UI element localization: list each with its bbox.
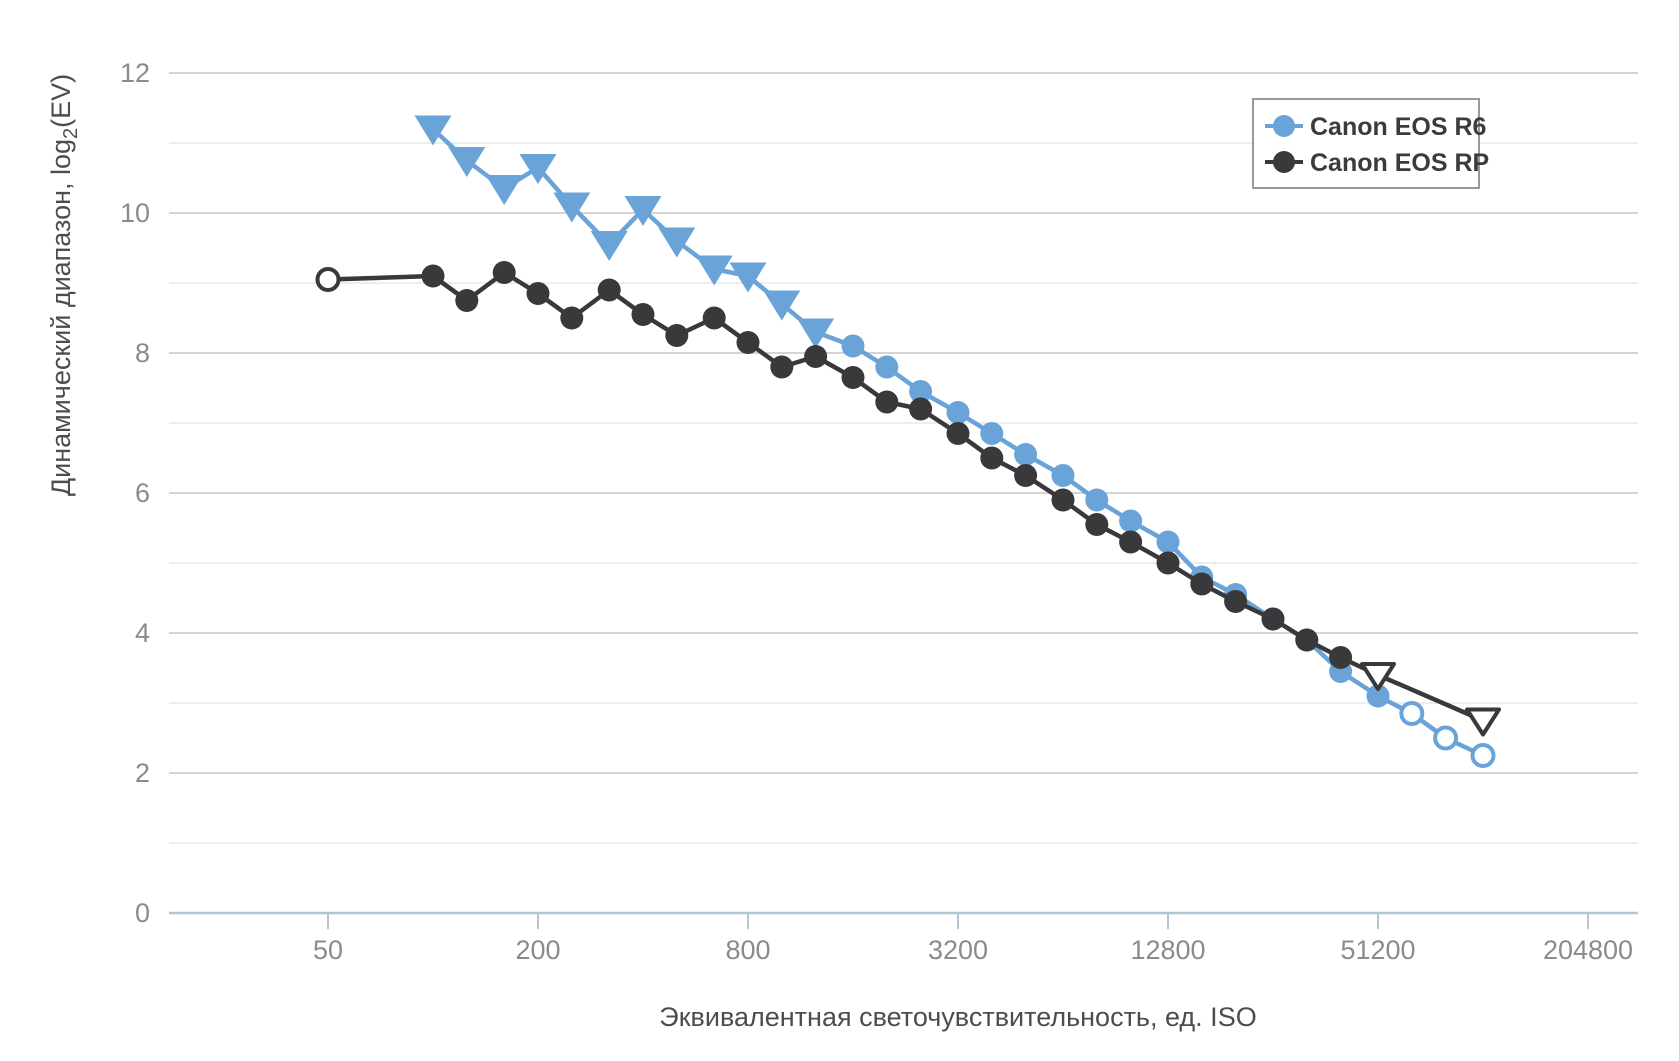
legend-marker-rp-icon	[1273, 151, 1295, 173]
data-point-marker	[1295, 628, 1319, 652]
data-point-marker	[980, 422, 1004, 445]
x-axis-ticks: 50 200 800 3200 12800 51200 204800	[313, 913, 1633, 965]
legend-item-canon-eos-rp[interactable]: Canon EOS RP	[1265, 149, 1489, 177]
series-rp	[315, 261, 1501, 737]
data-point-marker	[875, 390, 899, 414]
legend-label-r6: Canon EOS R6	[1310, 113, 1486, 141]
data-point-marker	[665, 324, 689, 347]
data-point-marker	[841, 334, 865, 358]
y-axis-tick-labels: 0 2 4 6 8 10 12	[120, 58, 150, 928]
data-point-marker	[804, 345, 828, 368]
data-point-marker	[763, 290, 801, 321]
x-tick-label: 800	[725, 935, 770, 965]
data-point-marker	[492, 261, 516, 284]
series-r6	[414, 115, 1496, 768]
data-point-marker	[315, 267, 341, 292]
y-axis-title-tail: (EV)	[46, 74, 76, 128]
y-tick-label: 10	[120, 198, 150, 228]
y-tick-label: 12	[120, 58, 150, 88]
data-point-marker	[736, 331, 760, 354]
data-point-marker	[797, 318, 835, 349]
data-point-marker	[421, 264, 445, 288]
data-point-marker	[1360, 662, 1396, 691]
data-point-marker	[1156, 530, 1180, 554]
data-point-marker	[624, 196, 662, 226]
data-point-marker	[1085, 488, 1109, 512]
data-point-marker	[695, 255, 733, 286]
data-point-marker	[909, 380, 933, 403]
data-point-marker	[702, 306, 726, 330]
data-point-marker	[1329, 646, 1353, 669]
data-point-marker	[1051, 488, 1075, 512]
legend-box	[1252, 98, 1480, 189]
data-point-marker	[1261, 607, 1285, 631]
data-point-marker	[1366, 684, 1390, 708]
data-point-marker	[1470, 743, 1496, 768]
data-point-marker	[485, 175, 523, 205]
data-point-marker	[553, 192, 591, 223]
data-point-marker	[1119, 509, 1143, 533]
data-point-marker	[448, 147, 486, 177]
y-axis-title-subscript: 2	[60, 128, 82, 139]
data-point-marker	[1051, 464, 1075, 487]
data-point-marker	[1014, 464, 1038, 487]
y-axis-title-main: Динамический диапазон, log	[46, 139, 76, 496]
data-point-marker	[455, 289, 479, 312]
data-point-marker	[1014, 443, 1038, 466]
data-point-marker	[729, 262, 767, 293]
data-point-marker	[875, 355, 899, 379]
data-point-marker	[1399, 701, 1425, 726]
x-tick-label: 50	[313, 935, 343, 965]
data-point-marker	[1085, 513, 1109, 536]
data-point-marker	[980, 446, 1004, 470]
data-point-marker	[770, 355, 794, 379]
data-point-marker	[946, 422, 970, 445]
legend: Canon EOS R6 Canon EOS RP	[1252, 98, 1489, 189]
data-point-marker	[909, 397, 933, 421]
data-point-marker	[560, 306, 584, 330]
x-tick-label: 3200	[928, 935, 988, 965]
data-point-marker	[1224, 590, 1248, 613]
data-point-marker	[590, 231, 628, 261]
x-tick-label: 51200	[1340, 935, 1415, 965]
data-point-marker	[1119, 530, 1143, 554]
data-point-marker	[1465, 707, 1501, 737]
data-point-marker	[631, 303, 655, 326]
x-tick-label: 200	[515, 935, 560, 965]
y-axis-title: Динамический диапазон, log2(EV)	[46, 74, 82, 496]
data-point-marker	[597, 278, 621, 302]
data-point-marker	[946, 401, 970, 424]
y-tick-label: 8	[135, 338, 150, 368]
data-point-marker	[658, 227, 696, 258]
gridlines	[169, 72, 1638, 915]
data-point-marker	[1433, 725, 1459, 751]
x-tick-label: 12800	[1130, 935, 1205, 965]
data-point-marker	[1156, 551, 1180, 575]
data-point-marker	[519, 154, 557, 184]
legend-label-rp: Canon EOS RP	[1310, 149, 1489, 177]
series-layer	[315, 115, 1501, 768]
y-tick-label: 2	[135, 758, 150, 788]
data-point-marker	[414, 115, 452, 146]
legend-marker-r6-icon	[1273, 115, 1295, 137]
x-tick-label: 204800	[1543, 935, 1633, 965]
y-tick-label: 0	[135, 898, 150, 928]
y-tick-label: 4	[135, 618, 150, 648]
legend-item-canon-eos-r6[interactable]: Canon EOS R6	[1265, 113, 1486, 141]
data-point-marker	[526, 282, 550, 305]
data-point-marker	[1190, 572, 1214, 596]
x-axis-title: Эквивалентная светочувствительность, ед.…	[659, 1002, 1256, 1032]
y-tick-label: 6	[135, 478, 150, 508]
rp-line	[325, 270, 1486, 723]
data-point-marker	[841, 366, 865, 389]
